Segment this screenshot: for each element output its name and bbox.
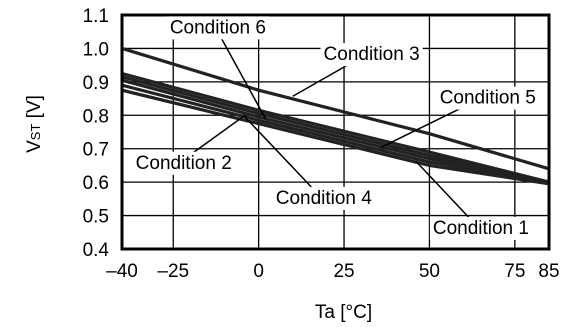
callout-condition-3: Condition 3: [320, 43, 423, 67]
callout-labels: Condition 6 Condition 3 Condition 5 Conditi…: [132, 16, 539, 240]
series-line-condition-4: [121, 78, 550, 184]
callout-condition-4: Condition 4: [272, 186, 376, 210]
y-tick-labels: 0.4 0.5 0.6 0.7 0.8 0.9 1.0 1.1: [83, 6, 110, 261]
x-tick-label: 25: [333, 261, 354, 282]
series-lines: [121, 46, 550, 186]
callout-background: [436, 86, 539, 110]
x-tick-label: –40: [106, 261, 138, 282]
y-axis-title-sub: ST: [28, 124, 43, 141]
x-tick-label: –25: [157, 261, 189, 282]
series-line-condition-5: [121, 75, 550, 184]
series-line-condition-3: [121, 46, 550, 171]
x-tick-label: 0: [253, 261, 264, 282]
callout-condition-6: Condition 6: [166, 16, 269, 40]
callout-label: Condition 3: [324, 44, 420, 65]
series-line-condition-2: [121, 83, 550, 184]
y-axis-title: VST [V]: [24, 95, 45, 153]
callout-label: Condition 4: [276, 188, 373, 209]
callout-background: [272, 186, 376, 210]
callout-background: [166, 16, 269, 40]
series-line-condition-1: [121, 88, 550, 186]
y-tick-label: 0.4: [83, 240, 110, 261]
y-axis-title-unit: [V]: [24, 95, 45, 124]
x-tick-label: 75: [504, 261, 525, 282]
x-axis-title: Ta [°C]: [315, 302, 372, 323]
x-tick-label: 50: [419, 261, 440, 282]
callout-label: Condition 2: [136, 153, 232, 174]
callout-label: Condition 5: [440, 88, 536, 109]
leader-line-condition-1: [415, 160, 479, 228]
y-tick-label: 1.0: [83, 39, 109, 60]
callout-condition-5: Condition 5: [436, 86, 539, 110]
callout-condition-1: Condition 1: [429, 216, 532, 240]
plot-frame: [120, 13, 551, 251]
callout-condition-2: Condition 2: [132, 151, 235, 175]
y-tick-label: 0.6: [83, 173, 109, 194]
y-tick-label: 0.8: [83, 106, 109, 127]
y-tick-label: 1.1: [83, 6, 109, 27]
callout-label: Condition 6: [170, 17, 266, 38]
y-tick-label: 0.9: [83, 73, 109, 94]
y-axis-title-main: V: [24, 140, 45, 153]
leader-line-condition-4: [244, 116, 322, 198]
x-tick-labels: –40 –25 0 25 50 75 85: [106, 261, 559, 282]
callout-background: [320, 43, 423, 67]
callout-background: [132, 151, 235, 175]
x-tick-label: 85: [538, 261, 559, 282]
y-tick-label: 0.5: [83, 207, 109, 228]
series-line-condition-6: [121, 71, 550, 184]
y-tick-label: 0.7: [83, 140, 109, 161]
callout-label: Condition 1: [433, 218, 529, 239]
leader-line-condition-6: [214, 26, 267, 119]
callout-background: [429, 216, 532, 240]
